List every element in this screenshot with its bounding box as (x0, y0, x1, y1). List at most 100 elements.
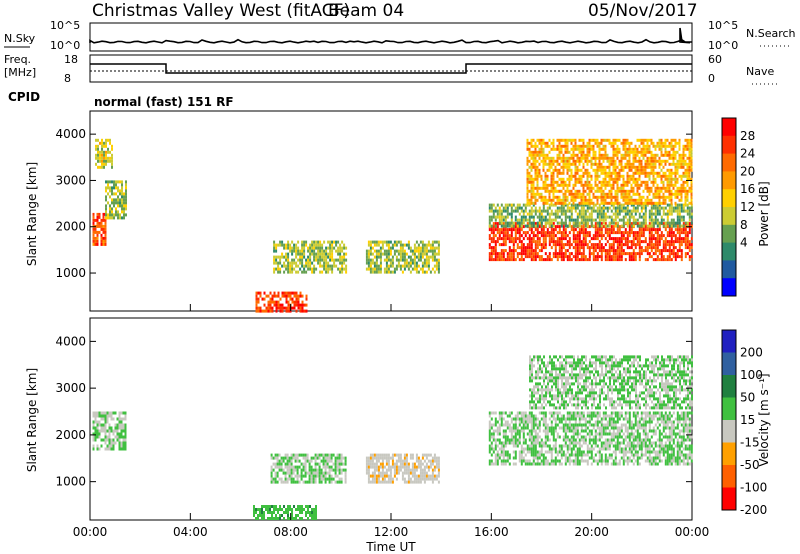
data-cell (580, 246, 583, 250)
data-cell (562, 252, 565, 256)
data-cell (604, 231, 607, 235)
data-cell (600, 237, 603, 241)
data-cell (584, 215, 587, 219)
data-cell (433, 249, 436, 253)
data-cell (628, 192, 631, 196)
data-cell (650, 249, 653, 253)
data-cell (532, 429, 535, 433)
data-cell (620, 246, 623, 250)
data-cell (530, 177, 533, 181)
data-cell (271, 505, 273, 508)
data-cell (592, 147, 595, 151)
data-cell (656, 240, 659, 244)
data-cell (544, 162, 547, 166)
data-cell (670, 147, 673, 151)
data-cell (542, 237, 545, 241)
data-cell (620, 141, 623, 145)
data-cell (670, 201, 673, 205)
data-cell (110, 441, 113, 445)
data-cell (688, 255, 691, 259)
data-cell (594, 162, 597, 166)
data-cell (608, 141, 611, 145)
data-cell (506, 426, 509, 430)
data-cell (586, 198, 589, 202)
data-cell (275, 261, 278, 265)
data-cell (119, 201, 121, 205)
data-cell (496, 212, 499, 216)
data-cell (488, 234, 491, 238)
data-cell (427, 255, 430, 259)
data-cell (540, 209, 543, 213)
data-cell (582, 206, 585, 210)
data-cell (391, 261, 394, 265)
data-cell (590, 174, 593, 178)
data-cell (566, 189, 569, 193)
data-cell (311, 514, 313, 517)
data-cell (606, 174, 609, 178)
data-cell (292, 468, 295, 472)
data-cell (538, 221, 541, 225)
data-cell (578, 240, 581, 244)
data-cell (421, 246, 424, 250)
data-cell (582, 203, 585, 207)
data-cell (686, 192, 689, 196)
data-cell (584, 234, 587, 238)
data-cell (367, 456, 370, 460)
data-cell (310, 465, 313, 469)
data-cell (626, 153, 629, 157)
data-cell (270, 471, 273, 475)
data-cell (616, 165, 619, 169)
data-cell (105, 216, 107, 220)
data-cell (490, 228, 493, 232)
data-cell (662, 201, 665, 205)
data-cell (572, 159, 575, 163)
data-cell (295, 508, 297, 511)
data-cell (298, 453, 301, 457)
data-cell (666, 218, 669, 222)
data-cell (259, 309, 262, 313)
data-cell (512, 450, 515, 454)
data-cell (120, 441, 123, 445)
data-cell (103, 153, 105, 157)
data-cell (500, 255, 503, 259)
data-cell (674, 246, 677, 250)
data-cell (303, 243, 306, 247)
data-cell (313, 517, 315, 520)
data-cell (423, 471, 426, 475)
data-cell (530, 150, 533, 154)
data-cell (496, 450, 499, 454)
data-cell (670, 243, 673, 247)
data-cell (431, 468, 434, 472)
data-cell (407, 240, 410, 244)
data-cell (506, 203, 509, 207)
data-cell (102, 417, 105, 421)
data-cell (395, 264, 398, 268)
data-cell (490, 441, 493, 445)
data-cell (548, 192, 551, 196)
data-cell (311, 240, 314, 244)
data-cell (632, 221, 635, 225)
data-cell (107, 180, 109, 184)
data-cell (596, 212, 599, 216)
data-cell (520, 252, 523, 256)
data-cell (638, 183, 641, 187)
data-cell (336, 456, 339, 460)
data-cell (578, 150, 581, 154)
data-cell (321, 252, 324, 256)
data-cell (328, 477, 331, 481)
data-cell (506, 221, 509, 225)
data-cell (666, 138, 669, 142)
data-cell (329, 243, 332, 247)
data-cell (315, 252, 318, 256)
data-cell (682, 165, 685, 169)
data-cell (112, 411, 115, 415)
data-cell (257, 514, 259, 517)
data-cell (504, 438, 507, 442)
data-cell (94, 417, 97, 421)
data-cell (528, 420, 531, 424)
data-cell (616, 174, 619, 178)
data-cell (326, 471, 329, 475)
y-tick-label: 2000 (55, 220, 86, 234)
data-cell (377, 249, 380, 253)
data-cell (662, 171, 665, 175)
